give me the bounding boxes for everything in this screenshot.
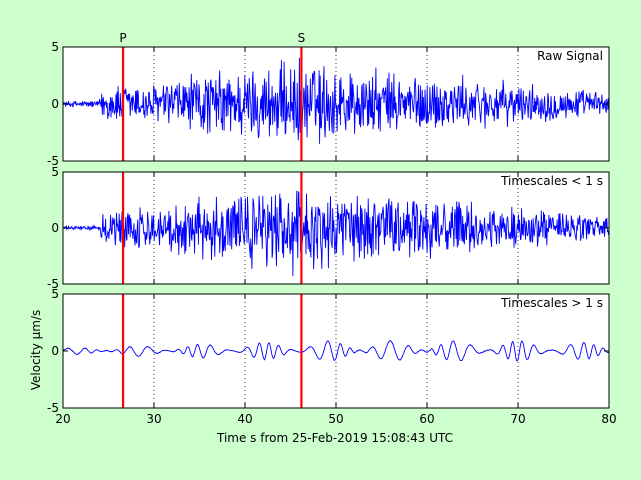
signal-trace xyxy=(62,340,609,362)
y-tick-label: 5 xyxy=(51,40,59,54)
marker-label-s: S xyxy=(298,31,306,45)
y-tick-label: -5 xyxy=(47,277,59,291)
x-tick-label: 50 xyxy=(328,412,343,426)
panel-1: 5 0 -5 Raw Signal xyxy=(47,40,610,168)
x-tick-label: 60 xyxy=(419,412,434,426)
panel-2: 5 0 -5 Timescales < 1 s xyxy=(47,165,610,291)
y-tick-label: 0 xyxy=(51,221,59,235)
x-tick-label: 20 xyxy=(55,412,70,426)
y-tick-label: 0 xyxy=(51,97,59,111)
x-tick-label: 80 xyxy=(601,412,616,426)
signal-trace xyxy=(62,190,609,277)
y-tick-label: -5 xyxy=(47,154,59,168)
x-tick-label: 30 xyxy=(146,412,161,426)
panel-label: Raw Signal xyxy=(537,49,603,63)
y-tick-label: 5 xyxy=(51,165,59,179)
x-tick-label: 40 xyxy=(237,412,252,426)
y-tick-label: 0 xyxy=(51,344,59,358)
marker-label-p: P xyxy=(119,31,126,45)
signal-trace xyxy=(62,57,609,144)
y-tick-label: 5 xyxy=(51,287,59,301)
x-tick-label: 70 xyxy=(510,412,525,426)
y-axis-label: Velocity μm/s xyxy=(29,310,43,391)
x-axis-label: Time s from 25-Feb-2019 15:08:43 UTC xyxy=(216,431,453,445)
panel-label: Timescales < 1 s xyxy=(500,174,603,188)
panel-label: Timescales > 1 s xyxy=(500,296,603,310)
y-tick-label: -5 xyxy=(47,401,59,415)
